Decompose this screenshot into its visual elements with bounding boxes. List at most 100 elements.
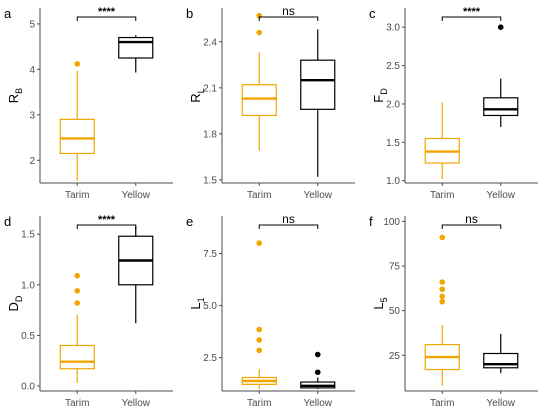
y-tick-label: 25 (389, 351, 401, 362)
y-tick-label: 1.5 (386, 138, 400, 149)
box-tarim (59, 61, 95, 181)
y-tick-label: 0.0 (21, 381, 35, 392)
y-axis-title-subscript: D (14, 295, 24, 302)
panel-label: c (369, 6, 376, 21)
significance-label: **** (98, 6, 116, 18)
x-tick-label: Yellow (121, 398, 150, 409)
x-tick-label: Yellow (486, 398, 515, 409)
box-iqr (118, 36, 154, 59)
outlier-point (74, 300, 81, 306)
box-iqr (59, 344, 95, 370)
panel-label: f (369, 214, 373, 229)
box-yellow (118, 226, 154, 324)
y-tick-label: 3 (29, 110, 35, 121)
panel-e: e L1 2.5 5.0 7.5 Tarim Yellow ns (186, 212, 355, 409)
outlier-point (256, 347, 263, 354)
y-axis-title-subscript: D (379, 88, 389, 95)
box-tarim (241, 12, 277, 151)
y-axis-title: L5 (371, 297, 389, 309)
panel-d: d DD 0.0 0.5 1.0 1.5 Tarim Yellow **** (4, 214, 173, 409)
significance-bracket (76, 224, 137, 229)
y-axis-title-subscript: 5 (379, 297, 389, 302)
y-tick-label: 2.5 (203, 353, 217, 364)
panel-c: c FD 1.0 1.5 2.0 2.5 3.0 Tarim Yellow **** (369, 6, 538, 201)
box-yellow (483, 333, 519, 374)
significance-label: ns (282, 212, 295, 226)
significance-label: ns (282, 4, 295, 18)
outlier-point (256, 240, 263, 246)
y-tick-label: 100 (383, 217, 400, 228)
outlier-point (314, 369, 321, 376)
y-tick-label: 3.0 (386, 23, 400, 34)
y-tick-label: 2 (29, 156, 35, 167)
panel-label: e (186, 214, 193, 229)
y-axis-title-subscript: L (196, 88, 206, 93)
y-tick-label: 2.5 (386, 61, 400, 72)
panel-label: b (186, 6, 193, 21)
box-iqr (483, 97, 519, 117)
y-tick-label: 1.8 (203, 129, 217, 140)
significance-bracket (258, 16, 319, 21)
y-tick-label: 1.0 (21, 280, 35, 291)
outlier-point (74, 288, 81, 294)
outlier-point (256, 326, 263, 333)
outlier-point (497, 24, 504, 30)
box-tarim (424, 102, 460, 180)
x-tick-label: Tarim (430, 190, 454, 201)
y-axis-title-main: L (371, 302, 386, 309)
outlier-point (74, 272, 81, 279)
significance-bracket (258, 224, 319, 229)
y-axis-title: RL (188, 88, 206, 102)
panel-b: b RL 1.5 1.8 2.1 2.4 Tarim Yellow ns (186, 4, 355, 201)
box-iqr (483, 352, 519, 369)
y-axis-title: FD (371, 88, 389, 103)
y-axis-title-main: L (188, 302, 203, 309)
panel-f: f L5 25 50 75 100 Tarim Yellow ns (369, 212, 538, 409)
y-axis-title: DD (6, 295, 24, 311)
y-axis-title: RB (6, 88, 24, 103)
box-tarim (241, 240, 277, 389)
significance-bracket (76, 16, 137, 21)
outlier-point (439, 234, 446, 241)
panel-a: a RB 2 3 4 5 Tarim Yellow **** (4, 6, 173, 201)
x-tick-label: Tarim (430, 398, 454, 409)
y-tick-label: 5.0 (203, 301, 217, 312)
y-tick-label: 1.0 (386, 176, 400, 187)
panel-label: d (4, 214, 11, 229)
y-tick-label: 2.4 (203, 37, 217, 48)
y-axis-title-subscript: 1 (196, 297, 206, 302)
x-tick-label: Yellow (303, 398, 332, 409)
y-tick-label: 0.5 (21, 331, 35, 342)
significance-bracket (441, 16, 502, 21)
x-tick-label: Yellow (486, 190, 515, 201)
box-yellow (300, 29, 336, 177)
significance-label: **** (98, 214, 116, 226)
outlier-point (256, 337, 263, 343)
y-tick-label: 4 (29, 65, 35, 76)
box-iqr (241, 84, 277, 117)
x-tick-label: Tarim (247, 398, 271, 409)
box-yellow (300, 351, 336, 389)
y-axis-title-main: F (371, 95, 386, 103)
y-tick-label: 5 (29, 19, 35, 30)
y-tick-label: 7.5 (203, 249, 217, 260)
outlier-point (439, 286, 446, 293)
box-yellow (118, 35, 154, 73)
outlier-point (439, 298, 446, 305)
x-tick-label: Yellow (303, 190, 332, 201)
outlier-point (314, 351, 321, 358)
box-yellow (483, 24, 519, 127)
significance-bracket (441, 224, 502, 229)
x-tick-label: Tarim (247, 190, 271, 201)
y-axis-title-subscript: B (14, 88, 24, 94)
x-tick-label: Tarim (65, 398, 89, 409)
box-tarim (424, 234, 460, 386)
y-axis-title-main: R (188, 93, 203, 102)
significance-label: ns (465, 212, 478, 226)
y-axis-title-main: D (6, 302, 21, 311)
panel-label: a (4, 6, 12, 21)
y-tick-label: 2.0 (386, 99, 400, 110)
y-axis-title-main: R (6, 94, 21, 103)
y-tick-label: 2.1 (203, 83, 217, 94)
